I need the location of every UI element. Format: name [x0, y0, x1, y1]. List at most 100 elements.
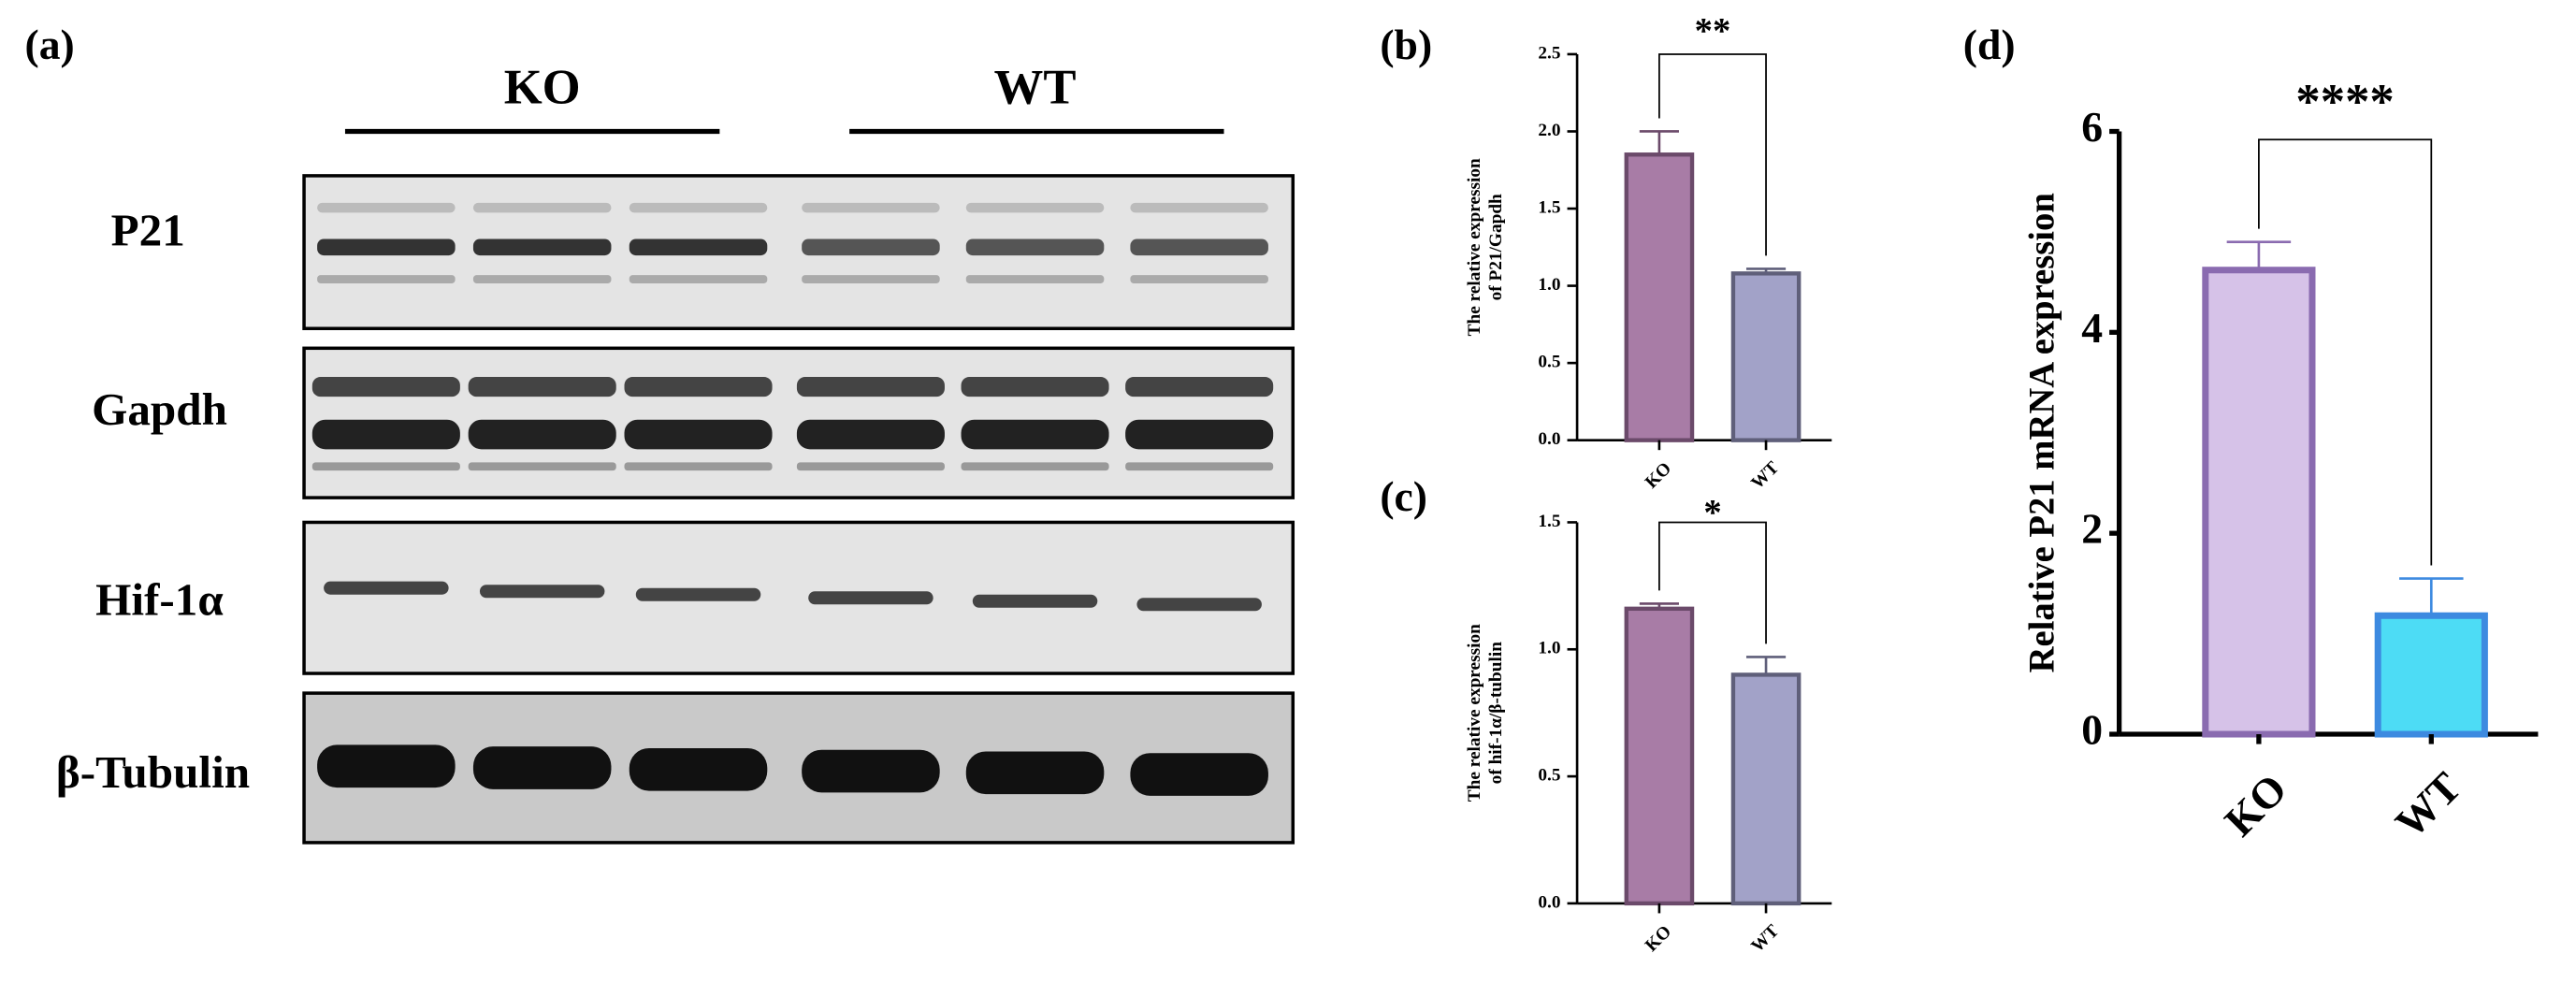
band [965, 238, 1105, 256]
band [629, 238, 768, 256]
band [961, 377, 1109, 397]
band [961, 462, 1109, 471]
band [317, 275, 456, 283]
band [624, 377, 773, 397]
band [1130, 202, 1268, 213]
band [629, 202, 768, 213]
band [1130, 753, 1268, 796]
y-tick-label: 0.5 [1538, 353, 1560, 372]
y-tick-label: 2.5 [1538, 43, 1560, 63]
band [802, 275, 940, 283]
x-tick-label: WT [1747, 458, 1783, 494]
y-tick-label: 2 [2081, 505, 2103, 553]
y-axis-label: The relative expression of P21/Gapdh [1465, 158, 1506, 336]
bar [1624, 152, 1695, 442]
band [317, 238, 456, 256]
x-tick-label: KO [1642, 922, 1675, 956]
band [624, 462, 773, 471]
bar [2374, 612, 2488, 738]
band [961, 419, 1109, 450]
row-label: Gapdh [92, 383, 227, 435]
blot-panel [302, 520, 1295, 675]
band [468, 377, 616, 397]
band [1125, 462, 1274, 471]
band [808, 591, 933, 605]
y-tick-label: 2.0 [1538, 121, 1560, 140]
y-axis-label: Relative P21 mRNA expression [2022, 193, 2062, 672]
y-tick-label: 1.0 [1538, 639, 1560, 658]
significance-bracket [1658, 521, 1767, 644]
band [796, 462, 945, 471]
panel-label: (d) [1963, 21, 2016, 68]
band [796, 377, 945, 397]
y-axis-label-line: Relative P21 mRNA expression [2022, 193, 2062, 672]
band [468, 462, 616, 471]
row-label: P21 [111, 204, 185, 255]
y-tick-label: 0.5 [1538, 766, 1560, 786]
band [624, 419, 773, 450]
band [802, 749, 940, 793]
band [472, 746, 612, 789]
band [802, 238, 940, 256]
panel-label: (c) [1380, 472, 1427, 520]
band [635, 587, 761, 601]
y-tick-label: 1.5 [1538, 197, 1560, 217]
band [324, 581, 449, 595]
y-tick-label: 1.5 [1538, 512, 1560, 531]
band [472, 202, 612, 213]
x-tick-label: KO [2215, 764, 2295, 845]
band [965, 202, 1105, 213]
band [472, 238, 612, 256]
blot-images [302, 174, 1295, 845]
significance-bracket [1658, 53, 1767, 256]
significance-label: * [1703, 493, 1721, 532]
band [972, 594, 1098, 608]
band [311, 462, 460, 471]
y-axis-label-line: The relative expression [1465, 158, 1484, 336]
group-label: KO [504, 60, 581, 114]
band [311, 419, 460, 450]
band [629, 275, 768, 283]
band [1125, 377, 1274, 397]
band [472, 275, 612, 283]
bar [1730, 672, 1802, 906]
x-tick-label: WT [2386, 763, 2470, 847]
y-axis-label-line: The relative expression [1465, 624, 1484, 802]
band [311, 377, 460, 397]
y-tick-label: 4 [2081, 304, 2103, 352]
significance-label: **** [2295, 75, 2394, 129]
band [802, 202, 940, 213]
bar [1730, 271, 1802, 442]
row-label: β-Tubulin [56, 746, 250, 798]
band [965, 751, 1105, 795]
band [965, 275, 1105, 283]
band [479, 585, 605, 599]
panel-label: (a) [24, 21, 74, 68]
y-axis-label-line: of hif-1α/β-tubulin [1487, 642, 1507, 785]
y-tick-label: 0.0 [1538, 429, 1560, 449]
y-tick-label: 1.0 [1538, 275, 1560, 295]
y-axis-label-line: of P21/Gapdh [1487, 194, 1507, 300]
significance-bracket [2258, 138, 2433, 566]
x-tick-label: WT [1747, 921, 1783, 957]
band [1130, 275, 1268, 283]
band [1125, 419, 1274, 450]
band [1136, 598, 1262, 612]
band [796, 419, 945, 450]
bar [2202, 267, 2316, 738]
significance-label: ** [1695, 12, 1731, 51]
band [1130, 238, 1268, 256]
y-tick-label: 0.0 [1538, 892, 1560, 912]
group-label: WT [994, 60, 1077, 114]
bar [1624, 606, 1695, 906]
y-tick-label: 0 [2081, 705, 2103, 753]
blot-panel [302, 174, 1295, 330]
x-tick-label: KO [1642, 458, 1675, 492]
band [317, 202, 456, 213]
band [468, 419, 616, 450]
row-label: Hif-1α [95, 574, 224, 626]
y-axis-label: The relative expression of hif-1α/β-tubul… [1465, 624, 1506, 802]
blot-panel [302, 346, 1295, 499]
blot-panel [302, 691, 1295, 845]
